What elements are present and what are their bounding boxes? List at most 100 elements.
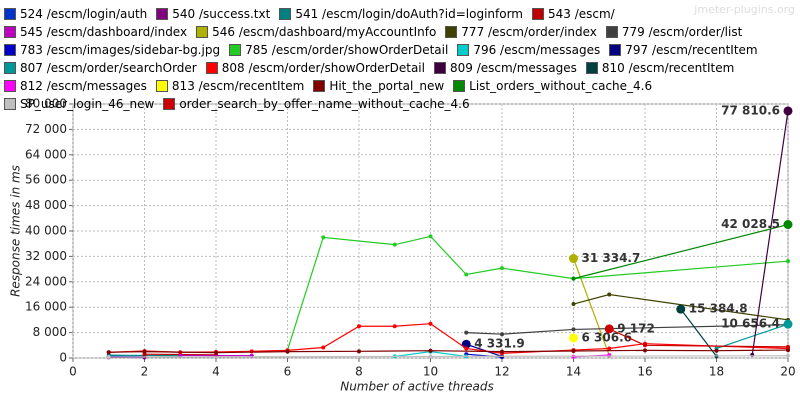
legend-item: 543 /escm/ (531, 5, 615, 23)
data-point (783, 319, 793, 329)
series-line (680, 308, 717, 357)
legend-item: 808 /escm/order/showOrderDetail (205, 59, 425, 77)
legend-swatch (445, 26, 458, 38)
x-axis-label: Number of active threads (340, 380, 494, 394)
legend-item: Hit_the_portal_new (313, 77, 444, 95)
data-point (464, 272, 469, 277)
y-tick-label: 72 000 (25, 122, 67, 136)
legend-item: 796 /escm/messages (457, 41, 600, 59)
value-label: 4 331.9 (474, 337, 524, 351)
series-line (572, 258, 610, 356)
data-point (786, 259, 790, 264)
y-tick-label: 24 000 (25, 274, 67, 288)
x-tick-label: 0 (69, 365, 77, 379)
legend-swatch (163, 98, 176, 110)
y-tick-label: 48 000 (25, 198, 67, 212)
data-point (783, 106, 793, 116)
legend-swatch (279, 8, 292, 20)
data-point (428, 354, 433, 359)
data-point (500, 266, 504, 271)
data-point (392, 324, 397, 329)
data-point (714, 348, 719, 353)
legend-label: 546 /escm/dashboard/myAccountInfo (212, 25, 437, 39)
x-tick-label: 16 (637, 365, 652, 379)
data-point (285, 349, 290, 354)
legend-label: 807 /escm/order/searchOrder (20, 61, 197, 75)
legend-label: 545 /escm/dashboard/index (20, 25, 188, 39)
legend-item: 779 /escm/order/list (605, 23, 743, 41)
data-point (357, 349, 361, 354)
legend-swatch (453, 80, 466, 92)
data-point (500, 332, 504, 337)
data-point (428, 321, 433, 326)
legend-swatch (4, 8, 16, 20)
data-point (786, 348, 790, 353)
data-point (643, 343, 647, 348)
y-tick-label: 56 000 (25, 173, 67, 187)
data-point (106, 355, 111, 360)
y-axis-label: Response times in ms (9, 165, 23, 297)
x-tick-label: 6 (284, 365, 292, 379)
data-point (604, 324, 614, 334)
legend-label: 783 /escm/images/sidebar-bg.jpg (20, 43, 221, 57)
legend-item: SP_user_login_46_new (4, 95, 154, 113)
legend-swatch (605, 26, 618, 38)
legend-label: 812 /escm/messages (20, 79, 147, 93)
legend-item: 545 /escm/dashboard/index (4, 23, 187, 41)
data-point (571, 302, 576, 307)
legend-label: 777 /escm/order/index (461, 25, 597, 39)
x-tick-label: 20 (780, 365, 795, 379)
legend-item: 810 /escm/recentItem (585, 59, 734, 77)
data-point (569, 254, 578, 264)
legend-label: 540 /success.txt (172, 7, 271, 21)
legend-swatch (205, 62, 218, 74)
x-tick-label: 14 (566, 365, 581, 379)
legend-label: SP_user_login_46_new (20, 97, 155, 111)
data-point (571, 276, 576, 281)
legend-item: order_search_by_offer_name_without_cache… (163, 95, 470, 113)
value-label: 77 810.6 (721, 103, 780, 117)
series-line (716, 323, 789, 350)
legend-item: 546 /escm/dashboard/myAccountInfo (196, 23, 436, 41)
legend-swatch (313, 80, 326, 92)
y-tick-label: 32 000 (25, 249, 67, 263)
legend-item: 524 /escm/login/auth (4, 5, 147, 23)
x-tick-label: 4 (212, 365, 220, 379)
legend-item: 541 /escm/login/doAuth?id=loginform (279, 5, 523, 23)
legend-label: 785 /escm/order/showOrderDetail (245, 43, 449, 57)
x-tick-label: 8 (355, 365, 363, 379)
legend-label: 796 /escm/messages (473, 43, 601, 57)
x-tick-label: 2 (141, 365, 149, 379)
series-line (286, 235, 789, 351)
value-label: 10 656.4 (721, 317, 780, 331)
data-point (142, 349, 147, 354)
legend-label: 524 /escm/login/auth (20, 7, 148, 21)
legend-swatch (4, 80, 16, 92)
data-point (321, 235, 326, 240)
legend-swatch (4, 98, 16, 110)
legend-label: 779 /escm/order/list (621, 25, 743, 39)
legend-item: 812 /escm/messages (4, 77, 147, 95)
legend-item: 813 /escm/recentItem (155, 77, 304, 95)
y-tick-label: 40 000 (25, 224, 67, 238)
legend-item: 777 /escm/order/index (445, 23, 597, 41)
data-point (392, 242, 397, 247)
data-point (569, 333, 578, 343)
data-point (428, 348, 433, 353)
data-point (321, 345, 326, 350)
y-tick-label: 80 000 (25, 97, 67, 111)
data-point (500, 349, 504, 354)
legend-item: 807 /escm/order/searchOrder (4, 59, 197, 77)
legend-label: 809 /escm/messages (449, 61, 577, 75)
legend-item: 783 /escm/images/sidebar-bg.jpg (4, 41, 220, 59)
series-line (466, 324, 789, 335)
x-tick-label: 18 (709, 365, 724, 379)
data-point (464, 330, 469, 335)
y-tick-label: 16 000 (25, 300, 67, 314)
legend-swatch (433, 62, 446, 74)
data-point (786, 344, 790, 349)
legend-swatch (585, 62, 598, 74)
legend-label: Hit_the_portal_new (329, 79, 445, 93)
